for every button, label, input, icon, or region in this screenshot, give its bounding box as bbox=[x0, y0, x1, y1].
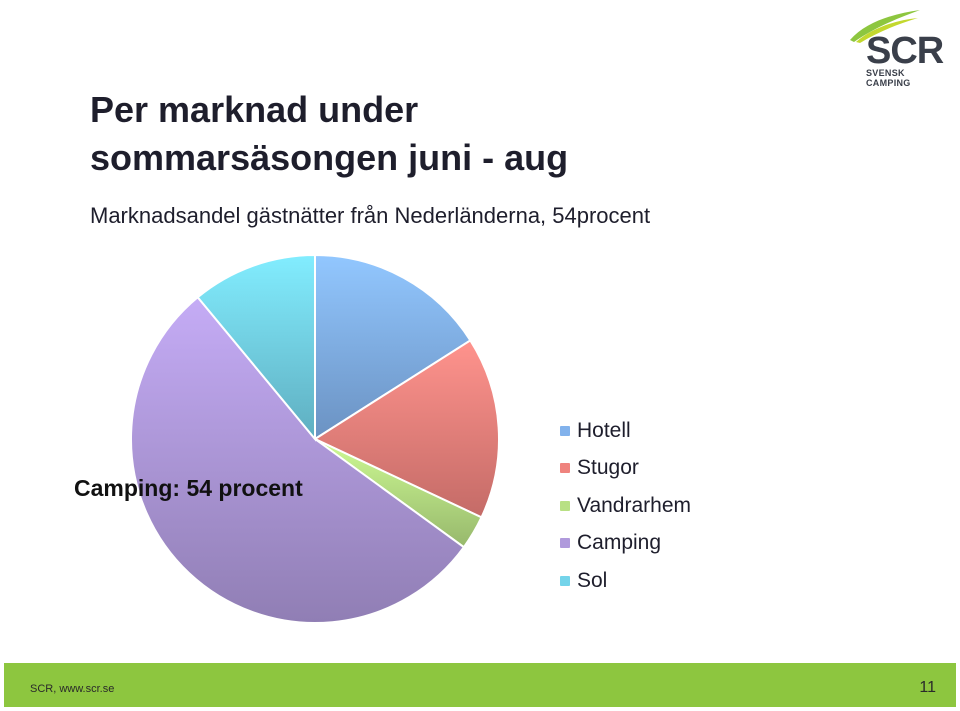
legend-label: Sol bbox=[577, 568, 608, 592]
legend-swatch bbox=[560, 463, 570, 474]
pie-slice-camping bbox=[130, 295, 466, 624]
legend-swatch bbox=[560, 500, 570, 511]
legend-swatch bbox=[560, 425, 570, 436]
legend-swatch bbox=[560, 575, 570, 586]
pie-slice-stugor bbox=[312, 339, 500, 519]
legend-label: Stugor bbox=[577, 456, 639, 480]
chart-legend: Hotell Stugor Vandrarhem Camping Sol bbox=[560, 412, 691, 600]
legend-item-camping: Camping bbox=[560, 525, 691, 563]
footer-source: SCR, www.scr.se bbox=[30, 683, 115, 695]
chart-annotation: Camping: 54 procent bbox=[74, 475, 303, 501]
subtitle: Marknadsandel gästnätter från Nederlände… bbox=[90, 203, 651, 228]
legend-item-sol: Sol bbox=[560, 562, 691, 600]
legend-label: Hotell bbox=[577, 418, 631, 442]
legend-item-stugor: Stugor bbox=[560, 450, 691, 488]
pie-slice-hotell bbox=[314, 253, 472, 441]
logo-text: SCR bbox=[866, 30, 944, 72]
legend-label: Camping bbox=[577, 531, 662, 555]
logo-subtext: SVENSK CAMPING bbox=[866, 68, 911, 88]
logo-swoosh-icon bbox=[850, 10, 920, 43]
legend-label: Vandrarhem bbox=[577, 493, 692, 517]
pie-slice-sol bbox=[196, 253, 316, 442]
scr-logo: SCR SVENSK CAMPING bbox=[846, 8, 946, 88]
title-line-1: Per marknad under bbox=[90, 89, 419, 130]
legend-item-hotell: Hotell bbox=[560, 412, 691, 450]
page-title: Per marknad under sommarsäsongen juni - … bbox=[90, 86, 750, 182]
page-number: 11 bbox=[919, 679, 936, 696]
footer-bar: SCR, www.scr.se 11 bbox=[4, 663, 956, 707]
legend-item-vandrarhem: Vandrarhem bbox=[560, 487, 691, 525]
title-line-2: sommarsäsongen juni - aug bbox=[90, 137, 569, 178]
legend-swatch bbox=[560, 538, 570, 549]
